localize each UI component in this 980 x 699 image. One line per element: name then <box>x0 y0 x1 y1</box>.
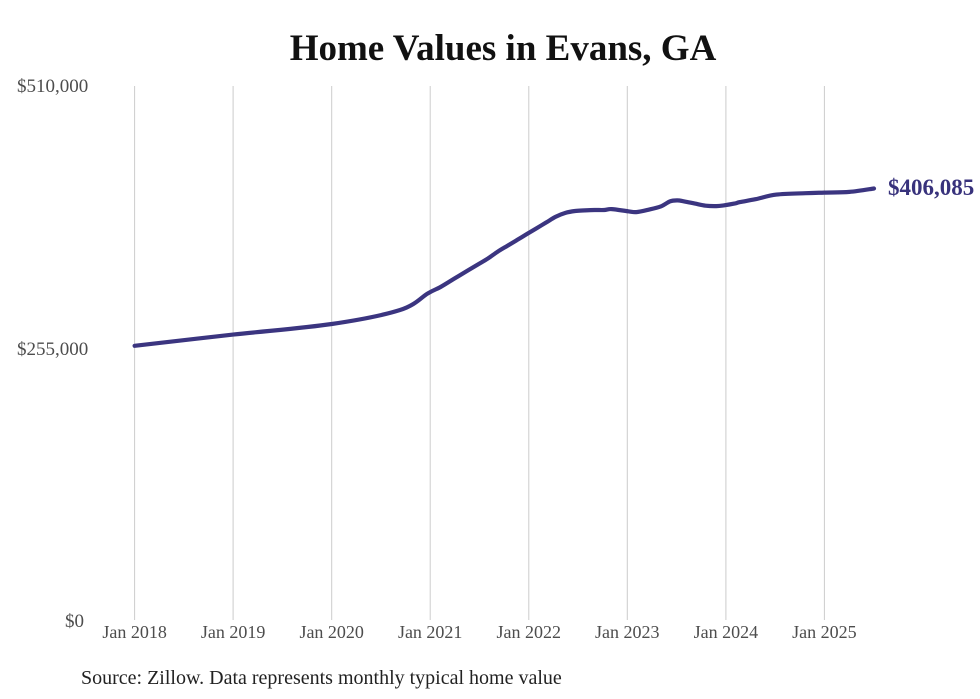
svg-text:Jan 2019: Jan 2019 <box>201 622 266 642</box>
svg-text:$510,000: $510,000 <box>17 76 88 97</box>
svg-text:$0: $0 <box>65 611 84 632</box>
svg-text:Jan 2024: Jan 2024 <box>694 622 759 642</box>
svg-text:Jan 2022: Jan 2022 <box>497 622 562 642</box>
svg-text:Jan 2023: Jan 2023 <box>595 622 660 642</box>
svg-text:Jan 2025: Jan 2025 <box>792 622 857 642</box>
svg-text:Jan 2018: Jan 2018 <box>102 622 167 642</box>
svg-text:Jan 2020: Jan 2020 <box>299 622 364 642</box>
svg-text:Jan 2021: Jan 2021 <box>398 622 463 642</box>
svg-text:$255,000: $255,000 <box>17 339 88 360</box>
